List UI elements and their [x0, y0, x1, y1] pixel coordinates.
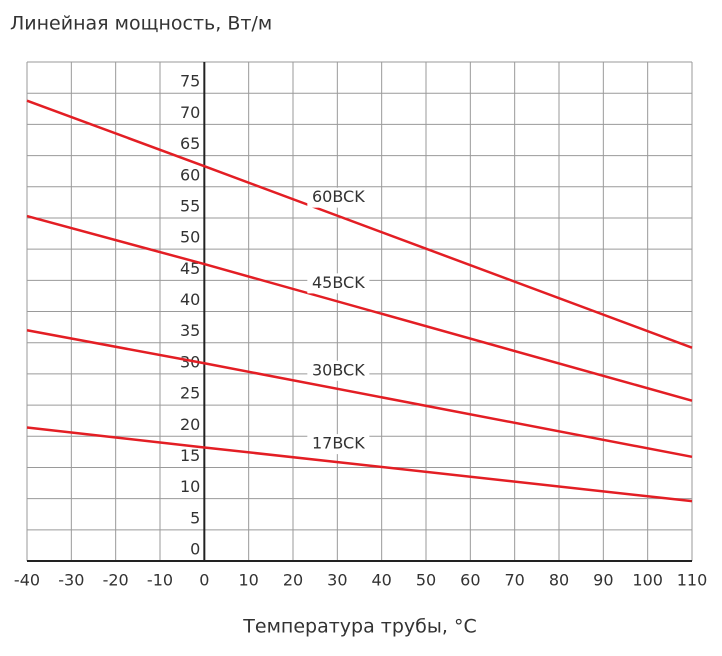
x-tick-label: 100 [632, 571, 663, 590]
x-tick-label: 10 [238, 571, 258, 590]
series-line [26, 328, 693, 459]
y-tick-label: 0 [190, 540, 200, 559]
label-bg [307, 360, 370, 381]
x-tick-label: -40 [14, 571, 40, 590]
y-tick-label: 35 [180, 321, 200, 340]
y-tick-label: 70 [180, 103, 200, 122]
y-tick-label: 55 [180, 196, 200, 215]
y-tick-label: 5 [190, 508, 200, 527]
series-label: 45BCK [312, 273, 365, 292]
series-label: 30BCK [312, 360, 365, 379]
series-line [26, 426, 693, 503]
x-tick-label: -10 [147, 571, 173, 590]
series-label: 60BCK [312, 187, 365, 206]
label-bg [307, 434, 370, 455]
label-bg [307, 273, 370, 294]
x-tick-label: 90 [593, 571, 613, 590]
x-tick-label: 40 [371, 571, 391, 590]
y-tick-label: 45 [180, 259, 200, 278]
chart-title: Линейная мощность, Вт/м [10, 13, 272, 35]
y-tick-label: 20 [180, 415, 200, 434]
y-tick-label: 10 [180, 477, 200, 496]
x-axis-label: Температура трубы, °C [242, 616, 476, 638]
y-tick-label: 65 [180, 134, 200, 153]
y-tick-label: 50 [180, 228, 200, 247]
x-tick-label: 60 [460, 571, 480, 590]
series-label: 17BCK [312, 434, 365, 453]
x-tick-label: 20 [283, 571, 303, 590]
x-tick-label: -20 [103, 571, 129, 590]
series-line [26, 214, 693, 402]
x-tick-label: 80 [549, 571, 569, 590]
x-tick-label: 70 [504, 571, 524, 590]
label-bg [307, 187, 370, 208]
x-tick-label: 110 [677, 571, 708, 590]
y-tick-label: 15 [180, 446, 200, 465]
x-tick-label: -30 [58, 571, 84, 590]
y-tick-label: 60 [180, 165, 200, 184]
y-tick-label: 75 [180, 72, 200, 91]
y-tick-label: 25 [180, 384, 200, 403]
x-tick-label: 0 [199, 571, 209, 590]
y-tick-label: 40 [180, 290, 200, 309]
x-tick-label: 30 [327, 571, 347, 590]
series-line [26, 99, 693, 349]
x-tick-label: 50 [416, 571, 436, 590]
